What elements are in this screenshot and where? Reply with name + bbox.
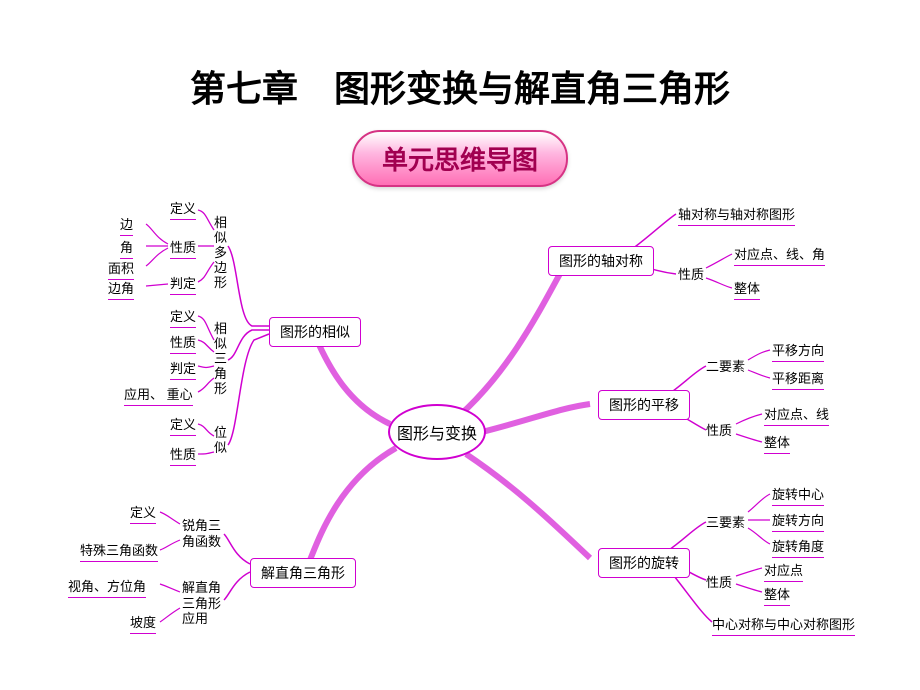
ul-def4: 定义 bbox=[130, 502, 156, 524]
ul-rot-p1: 对应点 bbox=[764, 560, 803, 582]
ul-side: 边 bbox=[120, 214, 133, 236]
ul-axial-p2: 整体 bbox=[734, 278, 760, 300]
node-right-triangle: 解直角三角形 bbox=[250, 558, 356, 588]
lbl-acute-trig: 锐角三角函数 bbox=[182, 518, 221, 549]
ul-trans-p2: 整体 bbox=[764, 432, 790, 454]
lbl-similar-polygon: 相似多边形 bbox=[214, 216, 227, 291]
ul-sideangle: 边角 bbox=[108, 278, 134, 300]
ul-nature1: 性质 bbox=[170, 237, 196, 259]
center-node: 图形与变换 bbox=[388, 404, 486, 460]
ul-def2: 定义 bbox=[170, 306, 196, 328]
ul-rot-r1: 旋转中心 bbox=[772, 484, 824, 506]
ul-rot-r3: 旋转角度 bbox=[772, 536, 824, 558]
ul-judge1: 判定 bbox=[170, 273, 196, 295]
ul-slope: 坡度 bbox=[130, 612, 156, 634]
ul-nature2: 性质 bbox=[170, 332, 196, 354]
ul-nature3: 性质 bbox=[170, 444, 196, 466]
node-translate: 图形的平移 bbox=[598, 390, 690, 420]
ul-def1: 定义 bbox=[170, 198, 196, 220]
lbl-trans-two: 二要素 bbox=[706, 356, 745, 375]
node-similarity: 图形的相似 bbox=[269, 317, 361, 347]
ul-area: 面积 bbox=[108, 258, 134, 280]
ul-rot-h2: 中心对称与中心对称图形 bbox=[712, 614, 855, 636]
node-axial: 图形的轴对称 bbox=[548, 246, 654, 276]
ul-angle: 角 bbox=[120, 237, 133, 259]
ul-trans-p1: 对应点、线 bbox=[764, 404, 829, 426]
lbl-homothety: 位似 bbox=[214, 426, 227, 456]
badge-subtitle: 单元思维导图 bbox=[352, 130, 568, 187]
ul-visdir: 视角、方位角 bbox=[68, 576, 146, 598]
node-rotate: 图形的旋转 bbox=[598, 548, 690, 578]
ul-center: 应用、 重心 bbox=[124, 384, 193, 406]
center-node-label: 图形与变换 bbox=[397, 420, 477, 444]
lbl-similar-triangle: 相似三角形 bbox=[214, 322, 227, 397]
ul-rot-r2: 旋转方向 bbox=[772, 510, 824, 532]
ul-axial-h1: 轴对称与轴对称图形 bbox=[678, 204, 795, 226]
lbl-rot-three: 三要素 bbox=[706, 512, 745, 531]
lbl-rot-prop: 性质 bbox=[706, 572, 732, 591]
lbl-axial-prop: 性质 bbox=[678, 264, 704, 283]
ul-axial-p1: 对应点、线、角 bbox=[734, 244, 825, 266]
ul-judge2: 判定 bbox=[170, 358, 196, 380]
ul-special: 特殊三角函数 bbox=[80, 540, 158, 562]
ul-rot-p2: 整体 bbox=[764, 584, 790, 606]
ul-trans-t2: 平移距离 bbox=[772, 368, 824, 390]
ul-def3: 定义 bbox=[170, 414, 196, 436]
lbl-rt-app: 解直角三角形应用 bbox=[182, 580, 221, 627]
lbl-trans-prop: 性质 bbox=[706, 420, 732, 439]
chapter-title: 第七章 图形变换与解直角三角形 bbox=[0, 60, 920, 112]
ul-trans-t1: 平移方向 bbox=[772, 340, 824, 362]
